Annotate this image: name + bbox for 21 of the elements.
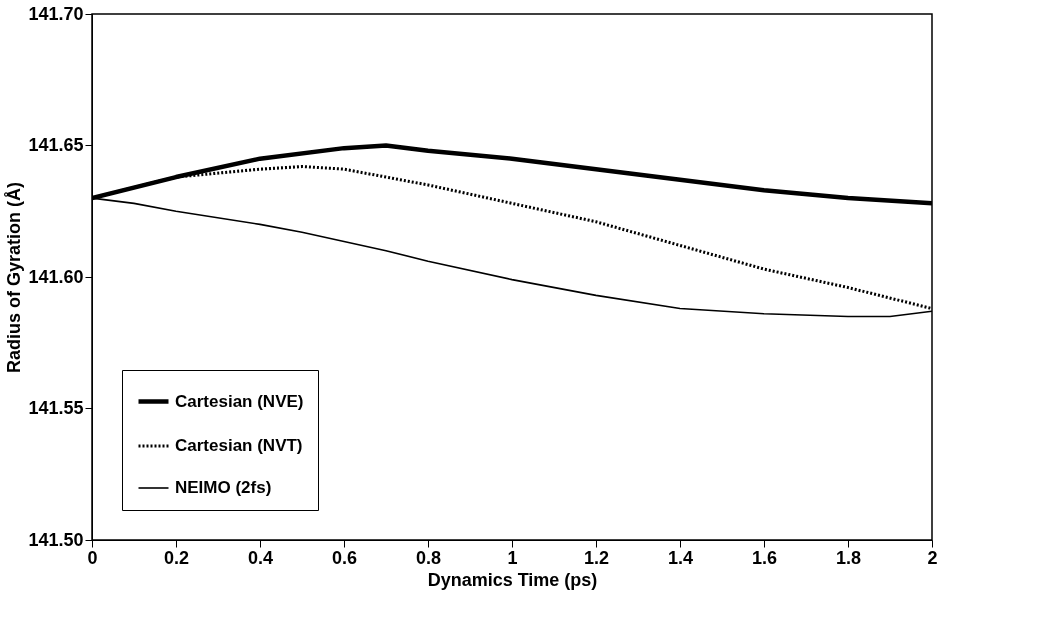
y-tick-label: 141.70 [28,3,84,24]
x-axis-title: Dynamics Time (ps) [427,569,598,590]
x-tick-label: 1.6 [751,547,778,568]
legend-label: Cartesian (NVT) [175,436,303,455]
x-tick-label: 1 [507,547,518,568]
x-tick-label: 0 [87,547,98,568]
y-tick-label: 141.50 [28,529,84,550]
legend-label: Cartesian (NVE) [175,391,304,411]
y-tick-label: 141.60 [28,266,84,287]
y-axis-title: Radius of Gyration (Å) [4,181,25,374]
y-tick-label: 141.55 [28,398,84,418]
x-tick-label: 0.4 [247,547,274,568]
x-tick-label: 1.2 [583,547,610,568]
x-tick-label: 0.6 [331,547,358,568]
legend-label: NEIMO (2fs) [175,478,272,497]
x-tick-label: 2 [927,547,938,568]
x-tick-label: 1.8 [835,547,862,568]
x-tick-label: 0.8 [415,547,442,568]
x-tick-label: 1.4 [667,547,694,568]
y-tick-label: 141.65 [28,135,84,155]
x-tick-label: 0.2 [163,547,190,568]
